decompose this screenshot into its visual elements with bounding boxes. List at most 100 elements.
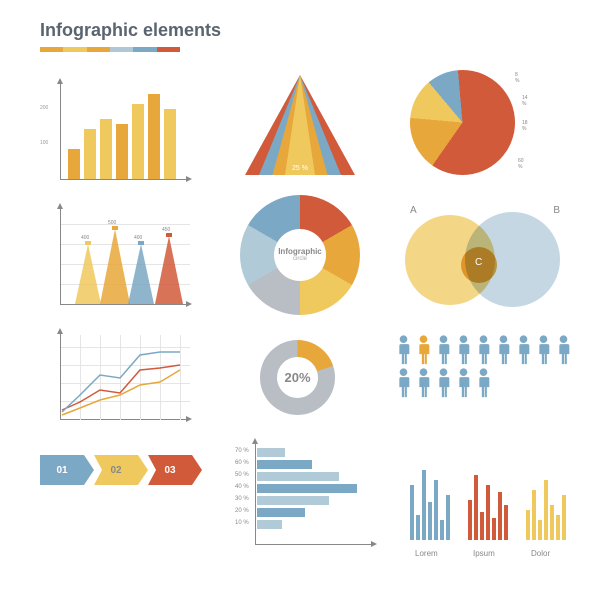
- pie-slice-label: 18 %: [522, 120, 528, 132]
- horizontal-bar-chart: 70 %60 %50 %40 %30 %20 %10 %: [235, 440, 375, 560]
- person-icon: [455, 368, 472, 398]
- flag-icon: [85, 241, 91, 245]
- venn-diagram: A B C: [405, 205, 565, 315]
- pie-slice-label: 14 %: [522, 95, 528, 107]
- bar: [116, 124, 128, 179]
- x-axis: [60, 179, 190, 180]
- arrow-process: 01 0203: [40, 455, 200, 490]
- line-series: [62, 352, 180, 412]
- bar-chart: 100 200: [40, 80, 190, 190]
- bar: [132, 104, 144, 179]
- bar: [84, 129, 96, 179]
- hbar: [257, 484, 357, 493]
- column-group-label: Lorem: [415, 549, 438, 558]
- person-icon: [475, 335, 492, 365]
- header: Infographic elements: [40, 20, 221, 52]
- person-icon: [495, 335, 512, 365]
- y-tick: 200: [40, 105, 48, 111]
- cone: [155, 233, 183, 304]
- donut-subtitle: circle: [293, 256, 307, 262]
- person-icon: [455, 335, 472, 365]
- column-group-label: Dolor: [531, 549, 550, 558]
- donut-title: Infographic: [278, 247, 322, 256]
- y-axis: [60, 205, 61, 305]
- column-bar: [550, 505, 554, 540]
- column-bar: [416, 515, 420, 540]
- hbar: [257, 460, 312, 469]
- arrow-step: 03: [148, 455, 202, 485]
- color-stripe: [40, 47, 180, 52]
- x-axis: [60, 304, 190, 305]
- flag-icon: [112, 226, 118, 230]
- donut-center: 20%: [277, 357, 318, 398]
- hbar-tick: 50 %: [235, 472, 249, 478]
- person-icon: [435, 335, 452, 365]
- hbar: [257, 520, 282, 529]
- hbar-tick: 60 %: [235, 460, 249, 466]
- column-bar: [538, 520, 542, 540]
- column-bar: [422, 470, 426, 540]
- cone: [100, 226, 130, 304]
- column-bar: [428, 502, 432, 540]
- hbar-tick: 40 %: [235, 484, 249, 490]
- line-chart: [40, 330, 190, 430]
- venn-label-a: A: [410, 205, 417, 216]
- column-bar: [446, 495, 450, 540]
- y-tick: 100: [40, 140, 48, 146]
- hbar: [257, 472, 339, 481]
- person-icon: [395, 335, 412, 365]
- flag-icon: [166, 233, 172, 237]
- person-icon: [475, 368, 492, 398]
- x-axis: [255, 544, 375, 545]
- column-bar: [492, 518, 496, 540]
- person-icon: [435, 368, 452, 398]
- column-bar: [504, 505, 508, 540]
- donut-chart-small: 20%: [260, 340, 335, 415]
- arrow-step: 02: [94, 455, 148, 485]
- venn-label-b: B: [553, 205, 560, 216]
- grouped-column-chart: Lorem Ipsum Dolor: [400, 440, 570, 560]
- pie-slice-label: 60 %: [518, 158, 524, 170]
- bar: [148, 94, 160, 179]
- bar: [164, 109, 176, 179]
- pie-chart: 8 %14 %18 %60 %: [410, 70, 515, 175]
- column-bar: [474, 475, 478, 540]
- column-bar: [532, 490, 536, 540]
- pie-slice-label: 8 %: [515, 72, 519, 84]
- hbar: [257, 448, 285, 457]
- cone-chart: 400500400450: [40, 205, 190, 315]
- y-axis: [60, 80, 61, 180]
- hbar-tick: 70 %: [235, 448, 249, 454]
- person-icon: [395, 368, 412, 398]
- column-bar: [544, 480, 548, 540]
- cone: [128, 241, 154, 304]
- bar: [68, 149, 80, 179]
- hbar-tick: 30 %: [235, 496, 249, 502]
- bar: [100, 119, 112, 179]
- people-pictogram: [395, 335, 575, 405]
- hbar: [257, 496, 329, 505]
- person-icon: [555, 335, 572, 365]
- column-bar: [498, 492, 502, 540]
- flag-icon: [138, 241, 144, 245]
- column-bar: [480, 512, 484, 540]
- pyramid-chart: 25 %50 %80 %100 %: [245, 75, 355, 175]
- cone: [75, 241, 101, 304]
- arrow-label: 01: [40, 455, 84, 485]
- line-series: [40, 330, 190, 430]
- hbar: [257, 508, 305, 517]
- person-icon: [515, 335, 532, 365]
- arrow-step: 01: [40, 455, 94, 485]
- pie-body: [410, 70, 515, 175]
- column-bar: [556, 515, 560, 540]
- column-group-label: Ipsum: [473, 549, 495, 558]
- column-bar: [468, 500, 472, 540]
- donut-chart-large: Infographic circle: [240, 195, 360, 315]
- donut-percent: 20%: [284, 370, 310, 385]
- column-bar: [434, 480, 438, 540]
- column-bar: [440, 520, 444, 540]
- person-icon: [535, 335, 552, 365]
- venn-label-c: C: [475, 257, 482, 268]
- column-bar: [410, 485, 414, 540]
- line-series: [62, 365, 180, 410]
